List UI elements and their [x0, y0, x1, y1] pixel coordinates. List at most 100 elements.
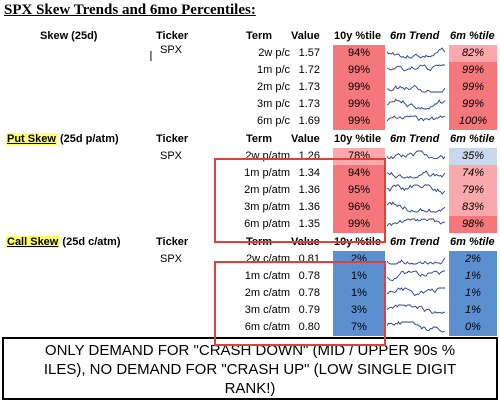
trend-cell	[387, 165, 447, 182]
value-cell: 1.69	[298, 115, 320, 127]
term-header: Term	[246, 30, 273, 42]
pct10-cell: 99%	[333, 79, 385, 96]
sparkline	[387, 84, 445, 93]
pct6-cell: 2%	[449, 251, 497, 268]
sparkline-path	[387, 184, 445, 195]
banner-line-1: ONLY DEMAND FOR "CRASH DOWN" (MID / UPPE…	[44, 342, 456, 359]
ticker-value: SPX	[160, 253, 183, 265]
sparkline-path	[387, 257, 445, 265]
table-row: 1m c/atm 0.78 1% 1%	[0, 268, 500, 285]
pct6-cell: 79%	[449, 182, 497, 199]
section-label-main: Call Skew	[6, 236, 60, 248]
sparkline-path	[387, 321, 445, 333]
pct6-cell: 98%	[449, 216, 497, 233]
trend-header: 6m Trend	[390, 236, 440, 248]
value-cell: 1.73	[298, 98, 320, 110]
section-label: Skew (25d)	[40, 30, 97, 42]
sparkline-path	[387, 304, 445, 314]
pct10-cell: 96%	[333, 199, 385, 216]
table-row: 6m c/atm 0.80 7% 0%	[0, 319, 500, 336]
pct6-header: 6m %tile	[450, 133, 495, 145]
section-label: Call Skew (25d c/atm)	[6, 236, 121, 248]
trend-cell	[387, 182, 447, 199]
pct6-cell: 99%	[449, 62, 497, 79]
highlight-box	[214, 261, 386, 346]
table-row: 2w p/c 1.57 94% 82%	[0, 45, 500, 62]
pct10-cell: 95%	[333, 182, 385, 199]
value-cell: 0.78	[298, 287, 320, 299]
sparkline	[387, 257, 445, 265]
pct10-cell: 99%	[333, 96, 385, 113]
trend-cell	[387, 268, 447, 285]
sparkline	[387, 150, 445, 160]
trend-header: 6m Trend	[390, 30, 440, 42]
pct10-cell: 94%	[333, 45, 385, 62]
term-cell: 6m p/atm	[244, 218, 290, 230]
sparkline-path	[387, 84, 445, 93]
value-header: Value	[291, 133, 320, 145]
value-cell: 1.57	[298, 47, 320, 59]
sparkline	[387, 218, 445, 227]
value-cell: 1.34	[298, 167, 320, 179]
term-cell: 6m c/atm	[244, 321, 290, 333]
term-cell: 1m p/c	[256, 64, 290, 76]
sparkline	[387, 184, 445, 195]
text-cursor-icon: Ι	[149, 50, 153, 65]
term-cell: 2w p/c	[258, 47, 290, 59]
ticker-value: SPX	[160, 150, 183, 162]
pct6-cell: 35%	[449, 148, 497, 165]
value-cell: 1.72	[298, 64, 320, 76]
term-cell: 1m p/atm	[244, 167, 290, 179]
trend-cell	[387, 319, 447, 336]
sparkline-path	[387, 150, 445, 160]
term-cell: 2m p/atm	[244, 184, 290, 196]
sparkline	[387, 201, 445, 213]
ticker-header: Ticker	[156, 133, 189, 145]
table-row: 3m p/c 1.73 99% 99%	[0, 96, 500, 113]
sparkline	[387, 304, 445, 314]
sparkline	[387, 47, 445, 59]
sparkline	[387, 270, 445, 282]
sparkline-path	[387, 98, 445, 110]
pct6-cell: 1%	[449, 268, 497, 285]
sparkline-path	[387, 270, 445, 282]
table-row: 2m p/atm 1.36 95% 79%	[0, 182, 500, 199]
value-header: Value	[291, 30, 320, 42]
term-cell: 2m p/c	[256, 81, 290, 93]
pct6-cell: 0%	[449, 319, 497, 336]
sparkline-path	[387, 115, 445, 122]
pct10-header: 10y %tile	[334, 30, 382, 42]
trend-cell	[387, 79, 447, 96]
trend-cell	[387, 96, 447, 113]
sparkline	[387, 321, 445, 333]
pct6-cell: 1%	[449, 285, 497, 302]
sparkline	[387, 170, 445, 179]
ticker-header: Ticker	[156, 30, 189, 42]
pct6-cell: 1%	[449, 302, 497, 319]
value-cell: 1.35	[298, 218, 320, 230]
pct6-cell: 99%	[449, 96, 497, 113]
term-cell: 6m p/c	[256, 115, 290, 127]
banner-line-3: RANK!)	[224, 380, 276, 397]
pct6-cell: 74%	[449, 165, 497, 182]
term-cell: 3m p/c	[256, 98, 290, 110]
pct6-cell: 99%	[449, 79, 497, 96]
sparkline-path	[387, 64, 445, 72]
term-cell: 2m c/atm	[244, 287, 290, 299]
sparkline-path	[387, 47, 445, 59]
highlight-box	[214, 158, 386, 243]
ticker-value: SPX	[160, 44, 183, 56]
value-cell: 0.78	[298, 270, 320, 282]
table-row: 1m p/atm 1.34 94% 74%	[0, 165, 500, 182]
trend-cell	[387, 199, 447, 216]
sparkline-path	[387, 287, 445, 297]
sparkline	[387, 64, 445, 72]
pct10-cell: 99%	[333, 216, 385, 233]
sparkline-path	[387, 170, 445, 179]
sparkline	[387, 98, 445, 110]
pct10-cell: 3%	[333, 302, 385, 319]
pct6-header: 6m %tile	[450, 236, 495, 248]
term-cell: 3m c/atm	[244, 304, 290, 316]
banner-line-2: ILES), NO DEMAND FOR "CRASH UP" (LOW SIN…	[43, 361, 457, 378]
table-row: 6m p/atm 1.35 99% 98%	[0, 216, 500, 233]
